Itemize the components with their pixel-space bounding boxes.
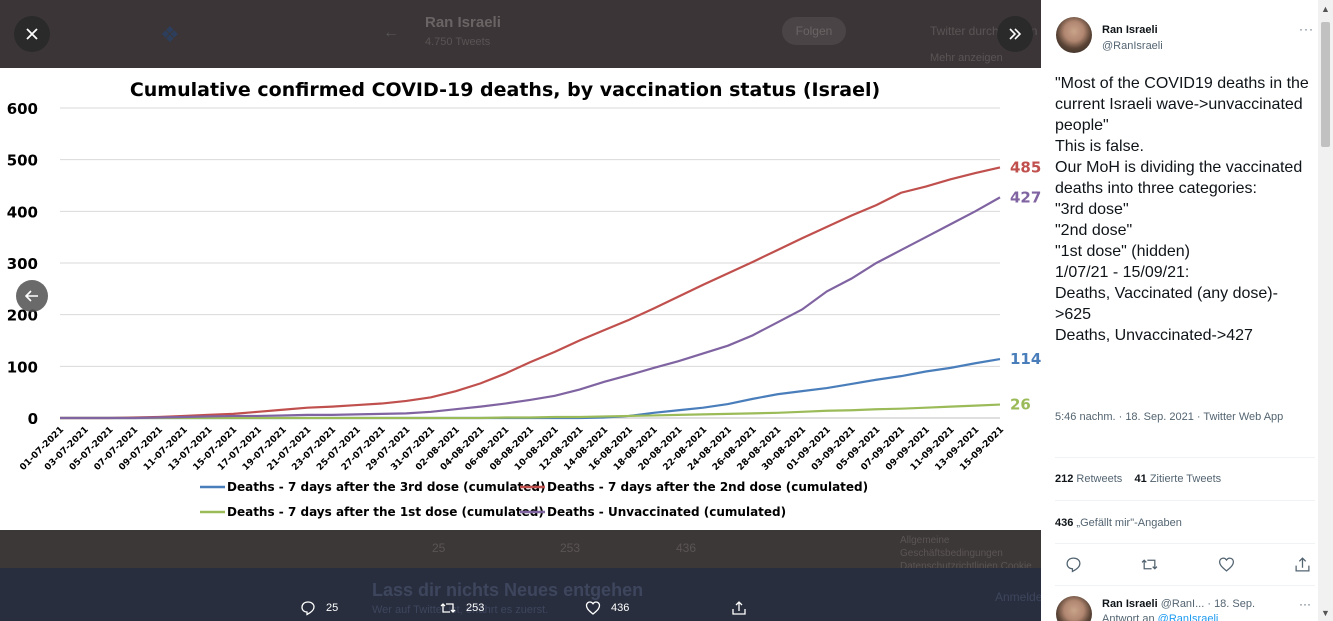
y-tick-label: 600 [7, 100, 38, 118]
legend-entry: Deaths - 7 days after the 1st dose (cumu… [227, 505, 544, 519]
reply-context: Antwort an @RanIsraeli [1102, 613, 1218, 621]
background-tweet-actions: 25 253 436 Allgemeine Geschäftsbedingung… [0, 530, 1041, 572]
background-like-count: 436 [676, 541, 697, 555]
previous-image-button[interactable] [16, 280, 48, 312]
background-more-link: Mehr anzeigen [930, 52, 1003, 64]
chart-title: Cumulative confirmed COVID-19 deaths, by… [130, 79, 880, 101]
share-icon [732, 601, 746, 615]
scroll-up-icon[interactable]: ▲ [1321, 4, 1330, 14]
reply-to-label: Antwort an [1102, 613, 1155, 621]
scroll-down-icon[interactable]: ▼ [1321, 608, 1330, 618]
retweet-action[interactable]: 253 [440, 600, 484, 616]
y-tick-label: 100 [7, 358, 38, 376]
banner-login: Anmelden [995, 590, 1041, 604]
series-line [60, 196, 1001, 420]
divider [1055, 543, 1315, 544]
retweet-icon [440, 603, 456, 613]
background-footer-links: Allgemeine Geschäftsbedingungen Datensch… [900, 535, 1032, 572]
retweet-count: 253 [466, 602, 485, 614]
reply-date: · 18. Sep. [1207, 598, 1256, 610]
reply-header[interactable]: Ran Israeli @RanI... · 18. Sep. [1102, 598, 1255, 610]
reply-avatar[interactable] [1056, 596, 1092, 621]
y-tick-label: 400 [7, 203, 38, 221]
author-name[interactable]: Ran Israeli [1102, 24, 1158, 36]
reply-icon[interactable] [1065, 556, 1082, 573]
media-lightbox: ❖ ← Ran Israeli 4.750 Tweets Folgen Twit… [0, 0, 1041, 621]
quotes-label[interactable]: Zitierte Tweets [1149, 473, 1222, 485]
tweet-stats: 212 Retweets 41 Zitierte Tweets [1055, 473, 1221, 485]
scroll-thumb[interactable] [1321, 22, 1330, 147]
end-value-label: 26 [1010, 396, 1031, 414]
end-value-label: 427 [1010, 188, 1041, 206]
tweet-detail-panel: Ran Israeli @RanIsraeli ··· "Most of the… [1041, 0, 1333, 621]
x-tick-label: 15-09-2021 [958, 425, 1006, 473]
legend-entry: Deaths - 7 days after the 3rd dose (cumu… [227, 480, 546, 494]
background-login-banner: Lass dir nichts Neues entgehen Wer auf T… [0, 568, 1041, 621]
background-reply-count: 25 [432, 541, 446, 555]
legend-entry: Deaths - 7 days after the 2nd dose (cumu… [547, 480, 868, 494]
background-profile-name: Ran Israeli [425, 14, 501, 31]
share-icon[interactable] [1294, 556, 1311, 573]
reply-to-handle[interactable]: @RanIsraeli [1157, 613, 1219, 621]
background-tweet-count: 4.750 Tweets [425, 36, 491, 48]
expand-icon [1009, 28, 1022, 40]
like-count: 436 [611, 602, 630, 614]
scrollbar[interactable]: ▲ ▼ [1318, 0, 1333, 621]
quotes-count[interactable]: 41 [1134, 473, 1147, 485]
close-button[interactable] [14, 16, 50, 52]
end-value-label: 114 [1010, 350, 1041, 368]
divider [1055, 500, 1315, 501]
tweet-timestamp[interactable]: 5:46 nachm. · 18. Sep. 2021 · Twitter We… [1055, 411, 1284, 423]
likes-stat[interactable]: 436 „Gefällt mir"-Angaben [1055, 517, 1182, 529]
banner-subtitle: Wer auf Twitter ist, erfährt es zuerst. [372, 604, 549, 616]
share-action[interactable] [731, 600, 747, 616]
divider [1055, 457, 1315, 458]
series-line [60, 166, 1001, 420]
arrow-left-icon [25, 290, 38, 302]
like-action[interactable]: 436 [585, 600, 629, 616]
retweets-count[interactable]: 212 [1055, 473, 1074, 485]
background-follow-button: Folgen [782, 17, 846, 45]
reply-author-handle: @RanI... [1160, 598, 1205, 610]
chart: Cumulative confirmed COVID-19 deaths, by… [7, 79, 1041, 519]
series-line [60, 403, 1001, 420]
end-value-label: 485 [1010, 158, 1041, 176]
expand-button[interactable] [997, 16, 1033, 52]
reply-count: 25 [326, 602, 339, 614]
y-tick-label: 500 [7, 152, 38, 170]
reply-more-options-icon[interactable]: ··· [1299, 597, 1311, 611]
retweets-label[interactable]: Retweets [1076, 473, 1123, 485]
banner-title: Lass dir nichts Neues entgehen [372, 580, 644, 600]
chart-image: Cumulative confirmed COVID-19 deaths, by… [0, 68, 1041, 530]
retweet-icon[interactable] [1141, 556, 1158, 573]
lightbox-action-bar: 25 253 436 [0, 596, 1041, 621]
back-arrow-icon: ← [383, 24, 399, 41]
reply-author-name: Ran Israeli [1102, 598, 1158, 610]
reply-action[interactable]: 25 [300, 600, 338, 616]
tweet-actions [1065, 556, 1311, 573]
background-retweet-count: 253 [560, 541, 581, 555]
heart-icon[interactable] [1218, 556, 1235, 573]
tweet-text: "Most of the COVID19 deaths in the curre… [1055, 75, 1309, 344]
reply-icon [301, 601, 315, 616]
twitter-bird-icon: ❖ [160, 22, 180, 47]
legend-entry: Deaths - Unvaccinated (cumulated) [547, 505, 786, 519]
background-header: ❖ ← Ran Israeli 4.750 Tweets Folgen Twit… [0, 0, 1041, 68]
likes-count: 436 [1055, 517, 1074, 529]
avatar[interactable] [1056, 17, 1092, 53]
heart-icon [585, 601, 601, 615]
author-handle[interactable]: @RanIsraeli [1102, 40, 1163, 52]
divider [1055, 585, 1315, 586]
y-tick-label: 300 [7, 255, 38, 273]
more-options-icon[interactable]: ··· [1299, 22, 1314, 36]
y-tick-label: 0 [28, 410, 38, 428]
close-icon [26, 28, 38, 40]
likes-label: „Gefällt mir"-Angaben [1076, 517, 1182, 529]
